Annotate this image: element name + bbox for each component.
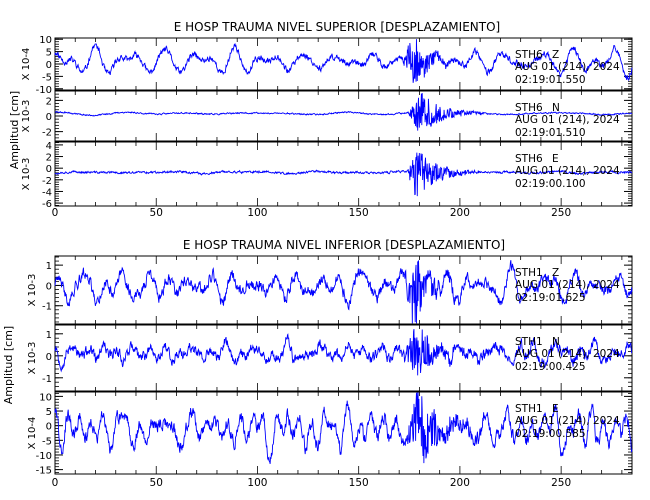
panel-station: STH1 bbox=[515, 267, 543, 279]
y-tick-label: 0 bbox=[46, 164, 52, 175]
panel-component: E bbox=[552, 403, 559, 415]
y-tick-label: 0 bbox=[46, 281, 52, 292]
y-tick-label: 0 bbox=[46, 112, 52, 123]
x-tick-label: 250 bbox=[551, 477, 571, 489]
panel-date: AUG 01 (214), 2024 bbox=[515, 415, 620, 427]
y-tick-label: -5 bbox=[42, 436, 52, 447]
panel-multiplier: X 10-3 bbox=[27, 342, 38, 375]
y-tick-label: -4 bbox=[42, 187, 52, 198]
panel-component: E bbox=[552, 153, 559, 165]
panel-date: AUG 01 (214), 2024 bbox=[515, 348, 620, 360]
panel-time: 02:19:01.550 bbox=[515, 74, 586, 86]
panel-multiplier: X 10-4 bbox=[27, 417, 38, 450]
x-tick-label: 200 bbox=[450, 477, 470, 489]
panel-time: 02:19:00.585 bbox=[515, 428, 586, 440]
panel-frame bbox=[54, 141, 633, 207]
y-tick-label: 1 bbox=[46, 330, 52, 341]
panel-time: 02:19:01.510 bbox=[515, 127, 586, 139]
lower-group: E HOSP TRAUMA NIVEL INFERIOR [DESPLAZAMI… bbox=[2, 238, 633, 489]
x-tick-label: 50 bbox=[150, 207, 163, 219]
panel-date: AUG 01 (214), 2024 bbox=[515, 61, 620, 73]
waveform-trace bbox=[54, 329, 633, 376]
waveform-trace bbox=[54, 260, 633, 324]
y-tick-label: 4 bbox=[46, 141, 52, 152]
panel-date: AUG 01 (214), 2024 bbox=[515, 165, 620, 177]
panel-multiplier: X 10-3 bbox=[21, 100, 32, 133]
panel-multiplier: X 10-3 bbox=[21, 158, 32, 191]
y-tick-label: 0 bbox=[46, 60, 52, 71]
y-tick-label: -1 bbox=[42, 302, 52, 313]
y-tick-label: 10 bbox=[39, 35, 52, 46]
panel-component: Z bbox=[552, 267, 559, 279]
y-tick-label: -2 bbox=[42, 176, 52, 187]
x-tick-label: 250 bbox=[551, 207, 571, 219]
panel-component: Z bbox=[552, 49, 559, 61]
panel-station: STH1 bbox=[515, 336, 543, 348]
x-tick-label: 0 bbox=[52, 207, 59, 219]
panel-time: 02:19:01.625 bbox=[515, 292, 586, 304]
x-tick-label: 150 bbox=[349, 477, 369, 489]
lower-title: E HOSP TRAUMA NIVEL INFERIOR [DESPLAZAMI… bbox=[183, 238, 505, 252]
upper-ylabel: Amplitud [cm] bbox=[8, 91, 21, 169]
waveform-trace bbox=[54, 93, 633, 131]
y-tick-label: 10 bbox=[39, 392, 52, 403]
panel-time: 02:19:00.425 bbox=[515, 361, 586, 373]
y-tick-label: 0 bbox=[46, 352, 52, 363]
lower-ylabel: Amplitud [cm] bbox=[2, 326, 15, 404]
upper-x-axis-labels: 0 50 100 150 200 250 bbox=[52, 207, 572, 219]
y-tick-label: 2 bbox=[46, 153, 52, 164]
panel-date: AUG 01 (214), 2024 bbox=[515, 279, 620, 291]
panel-station: STH6 bbox=[515, 49, 543, 61]
y-tick-label: 5 bbox=[46, 407, 52, 418]
y-tick-label: 2 bbox=[46, 96, 52, 107]
panel-multiplier: X 10-4 bbox=[21, 48, 32, 81]
lower-x-axis-labels: 0 50 100 150 200 250 bbox=[52, 477, 572, 489]
waveform-trace bbox=[54, 392, 633, 464]
panel-station: STH1 bbox=[515, 403, 543, 415]
x-tick-label: 0 bbox=[52, 477, 59, 489]
panel-station: STH6 bbox=[515, 102, 543, 114]
y-tick-label: -2 bbox=[42, 128, 52, 139]
panel-multiplier: X 10-3 bbox=[27, 274, 38, 307]
panel-frame bbox=[54, 324, 633, 392]
y-tick-label: -6 bbox=[42, 199, 52, 210]
y-tick-label: -5 bbox=[42, 72, 52, 83]
y-tick-label: 0 bbox=[46, 422, 52, 433]
panel-component: N bbox=[552, 336, 560, 348]
waveform-trace bbox=[54, 39, 633, 83]
waveform-trace bbox=[54, 152, 633, 197]
panel-date: AUG 01 (214), 2024 bbox=[515, 114, 620, 126]
y-tick-label: -15 bbox=[36, 466, 52, 477]
panel-frame bbox=[54, 391, 633, 475]
y-tick-label: 1 bbox=[46, 261, 52, 272]
x-tick-label: 50 bbox=[150, 477, 163, 489]
x-tick-label: 100 bbox=[247, 477, 267, 489]
y-tick-label: 5 bbox=[46, 48, 52, 59]
y-tick-label: -1 bbox=[42, 374, 52, 385]
panel-time: 02:19:00.100 bbox=[515, 178, 586, 190]
y-tick-label: -10 bbox=[36, 85, 52, 96]
upper-title: E HOSP TRAUMA NIVEL SUPERIOR [DESPLAZAMI… bbox=[174, 20, 500, 34]
x-tick-label: 200 bbox=[450, 207, 470, 219]
panel-component: N bbox=[552, 102, 560, 114]
y-tick-label: -10 bbox=[36, 451, 52, 462]
upper-group: E HOSP TRAUMA NIVEL SUPERIOR [DESPLAZAMI… bbox=[8, 20, 633, 219]
x-tick-label: 150 bbox=[349, 207, 369, 219]
x-tick-label: 100 bbox=[247, 207, 267, 219]
panel-station: STH6 bbox=[515, 153, 543, 165]
